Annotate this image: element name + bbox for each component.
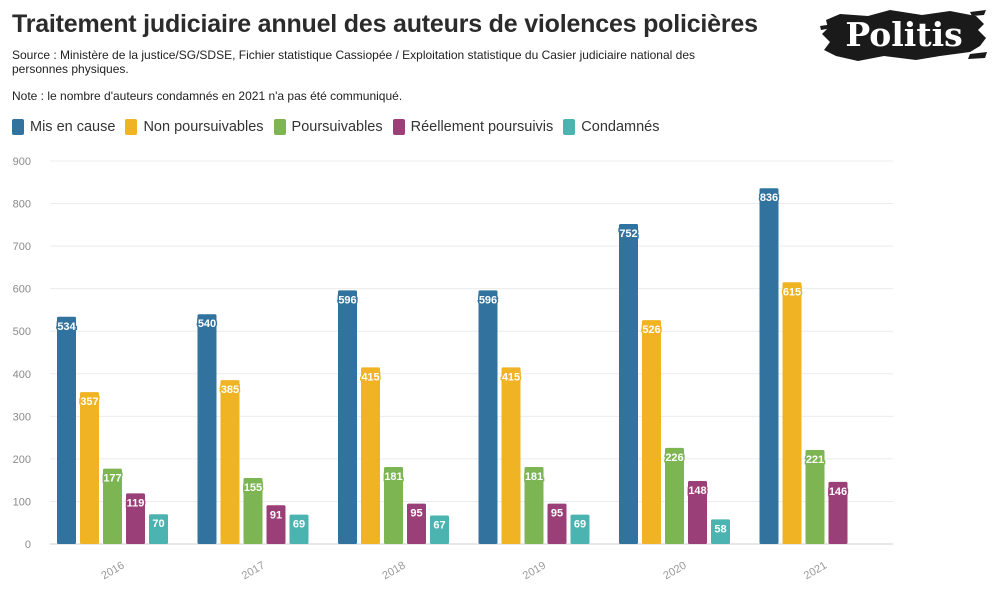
legend-swatch — [12, 119, 24, 135]
bar — [57, 316, 76, 544]
bar — [665, 447, 684, 544]
data-label: 69 — [574, 519, 586, 531]
data-label: 596 — [479, 294, 497, 306]
data-label: 91 — [270, 509, 282, 521]
x-tick-label: 2017 — [240, 560, 267, 583]
bar — [642, 320, 661, 544]
bar — [103, 468, 122, 544]
data-label: 181 — [525, 471, 543, 483]
data-label: 155 — [244, 482, 262, 494]
bar — [688, 481, 707, 544]
y-tick-label: 800 — [13, 199, 31, 211]
data-label: 221 — [806, 454, 824, 466]
bar — [759, 188, 779, 545]
data-label: 67 — [433, 519, 445, 531]
data-label: 146 — [829, 486, 847, 498]
logo-brush-background — [820, 10, 987, 61]
y-tick-label: 100 — [13, 496, 31, 508]
y-tick-label: 0 — [25, 539, 31, 551]
data-label: 95 — [410, 508, 422, 520]
bar — [430, 515, 449, 544]
data-label: 95 — [551, 508, 563, 520]
legend-swatch — [273, 119, 286, 135]
legend-item[interactable]: Poursuivables — [273, 119, 383, 135]
x-tick-label: 2021 — [802, 560, 829, 583]
legend-item[interactable]: Non poursuivables — [125, 119, 264, 135]
data-label: 148 — [688, 485, 706, 497]
legend-label: Poursuivables — [291, 119, 383, 135]
data-label: 615 — [783, 286, 801, 298]
bar — [570, 514, 590, 544]
bar — [338, 290, 357, 544]
bar — [478, 290, 498, 544]
legend-label: Condamnés — [581, 119, 660, 135]
data-label: 526 — [642, 324, 660, 336]
legend-item[interactable]: Mis en cause — [12, 119, 115, 135]
bar — [524, 466, 544, 544]
legend-item[interactable]: Réellement poursuivis — [392, 119, 554, 135]
bar — [289, 514, 309, 544]
bar — [243, 478, 263, 544]
data-label: 596 — [338, 294, 356, 306]
bar — [782, 282, 802, 544]
bar — [501, 367, 521, 544]
data-label: 357 — [80, 396, 98, 408]
y-tick-label: 400 — [13, 369, 31, 381]
bar — [126, 493, 145, 544]
data-label: 69 — [293, 519, 305, 531]
data-label: 415 — [502, 371, 520, 383]
data-label: 119 — [127, 497, 145, 509]
y-tick-label: 900 — [13, 156, 31, 168]
data-label: 70 — [152, 518, 164, 530]
y-tick-label: 200 — [13, 454, 31, 466]
bar — [805, 449, 825, 544]
data-label: 58 — [714, 523, 726, 535]
chart-source: Source : Ministère de la justice/SG/SDSE… — [12, 48, 695, 76]
y-tick-label: 300 — [13, 411, 31, 423]
bar — [266, 505, 286, 544]
bar — [220, 380, 240, 544]
data-label: 415 — [361, 371, 379, 383]
data-label: 836 — [760, 192, 778, 204]
data-label: 385 — [221, 384, 239, 396]
x-tick-label: 2019 — [521, 560, 548, 583]
chart-legend: Mis en cause Non poursuivables Poursuivabl… — [12, 119, 669, 135]
bar — [828, 481, 848, 544]
data-label: 540 — [198, 318, 216, 330]
bar — [407, 503, 426, 544]
legend-swatch — [392, 119, 405, 135]
bar — [711, 519, 730, 544]
x-tick-label: 2018 — [380, 560, 407, 583]
data-label: 752 — [619, 228, 637, 240]
legend-label: Non poursuivables — [143, 119, 264, 135]
y-tick-label: 700 — [13, 241, 31, 253]
bar — [197, 314, 217, 544]
bar — [149, 514, 168, 544]
bar — [80, 392, 99, 544]
y-tick-label: 600 — [13, 284, 31, 296]
bar — [619, 223, 638, 544]
chart-note: Note : le nombre d'auteurs condamnés en … — [12, 89, 403, 103]
logo-text: Politis — [845, 15, 962, 54]
data-label: 181 — [384, 471, 402, 483]
legend-swatch — [125, 119, 138, 135]
y-tick-label: 500 — [13, 326, 31, 338]
x-tick-label: 2016 — [99, 560, 126, 583]
chart-title: Traitement judiciaire annuel des auteurs… — [12, 10, 758, 38]
bar — [361, 367, 380, 544]
legend-label: Réellement poursuivis — [410, 119, 554, 135]
bar — [384, 466, 403, 544]
bar — [547, 503, 567, 544]
x-tick-label: 2020 — [661, 560, 688, 583]
legend-swatch — [563, 119, 576, 135]
data-label: 226 — [665, 452, 683, 464]
legend-item[interactable]: Condamnés — [563, 119, 659, 135]
legend-label: Mis en cause — [30, 119, 116, 135]
data-label: 534 — [57, 321, 76, 333]
politis-logo: Politis — [820, 10, 987, 61]
data-label: 177 — [103, 473, 121, 485]
